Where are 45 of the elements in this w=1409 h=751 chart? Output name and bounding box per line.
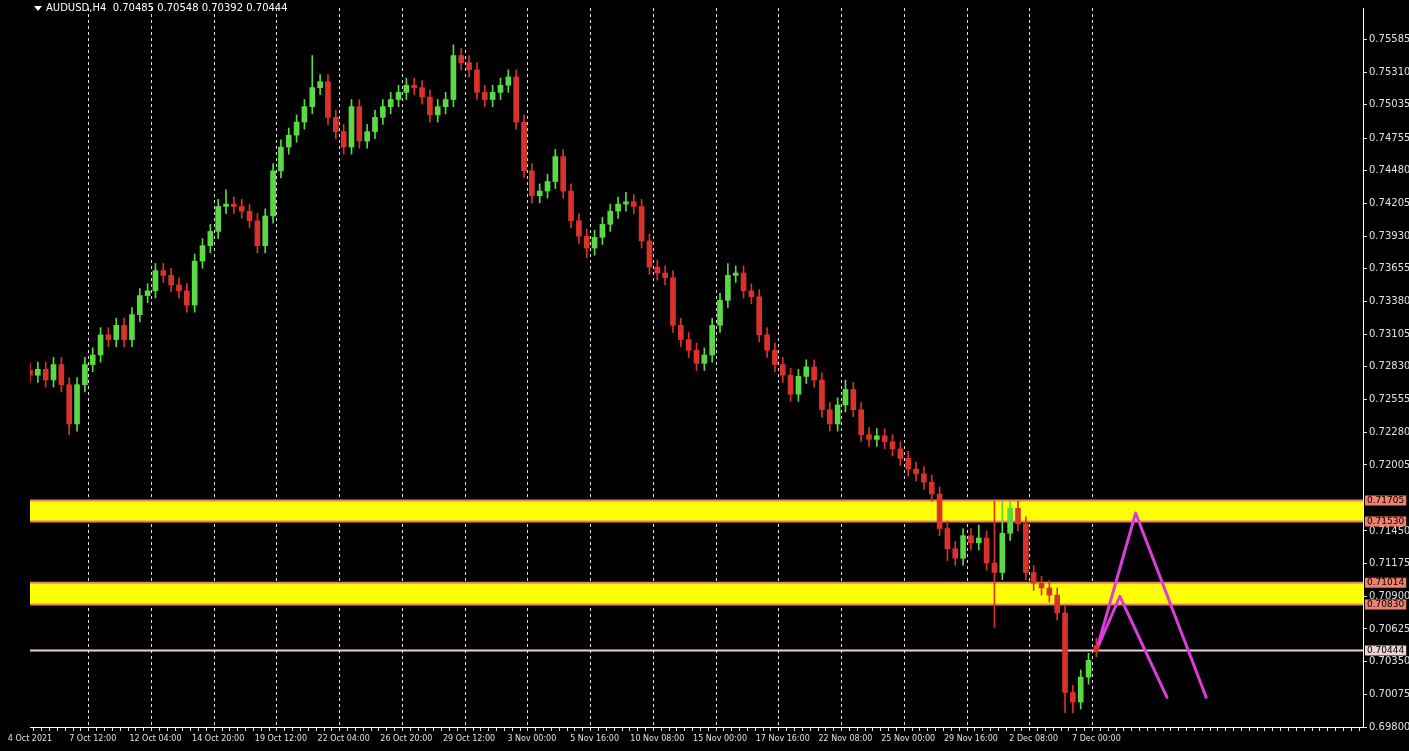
x-tick-label: 4 Oct 2021 [7,733,53,743]
x-tick-label: 7 Oct 12:00 [69,733,117,743]
x-tick-label: 10 Nov 08:00 [630,733,685,743]
y-tick-label: 0.75035 [1369,98,1409,110]
y-tick-label: 0.74480 [1369,164,1409,176]
x-tick-label: 5 Nov 16:00 [570,733,619,743]
y-tick-label: 0.73930 [1369,229,1409,241]
x-tick-label: 14 Oct 20:00 [192,733,245,743]
y-tick-label: 0.70900 [1369,589,1409,601]
ref-line-label: 0.71705 [1367,494,1405,505]
y-tick-label: 0.70350 [1369,655,1409,667]
chart-title: AUDUSD,H4 0.70485 0.70548 0.70392 0.70444 [46,2,288,13]
ref-line-label: 0.71530 [1367,515,1405,526]
y-tick-label: 0.70075 [1369,687,1409,699]
x-tick-label: 3 Nov 00:00 [507,733,557,743]
x-tick-label: 25 Nov 00:00 [881,733,936,743]
x-tick-label: 22 Oct 04:00 [317,733,370,743]
ref-line-label: 0.70444 [1367,644,1405,655]
y-tick-label: 0.73105 [1369,327,1409,339]
ref-line-label: 0.70830 [1367,598,1405,609]
y-tick-label: 0.72555 [1369,393,1409,405]
x-tick-label: 19 Oct 12:00 [254,733,307,743]
y-tick-label: 0.72830 [1369,360,1409,372]
y-tick-label: 0.70625 [1369,622,1409,634]
y-tick-label: 0.71450 [1369,524,1409,536]
ref-line-label: 0.71014 [1367,577,1405,588]
y-tick-label: 0.74205 [1369,197,1409,209]
x-tick-label: 26 Oct 20:00 [380,733,433,743]
y-tick-label: 0.75585 [1369,33,1409,45]
x-tick-label: 15 Nov 00:00 [693,733,747,743]
y-tick-label: 0.71175 [1369,557,1409,569]
y-tick-label: 0.74755 [1369,131,1409,143]
y-tick-label: 0.69800 [1369,720,1409,732]
y-tick-label: 0.72280 [1369,425,1409,437]
y-tick-label: 0.73655 [1369,262,1409,274]
y-tick-label: 0.75310 [1369,65,1409,77]
x-tick-label: 29 Nov 16:00 [943,733,998,743]
x-tick-label: 2 Dec 08:00 [1009,733,1059,743]
y-tick-label: 0.73380 [1369,295,1409,307]
y-tick-label: 0.72005 [1369,458,1409,470]
x-tick-label: 7 Dec 00:00 [1072,733,1121,743]
x-tick-label: 22 Nov 08:00 [818,733,873,743]
x-tick-label: 12 Oct 04:00 [129,733,182,743]
x-tick-label: 29 Oct 12:00 [443,733,496,743]
x-tick-label: 17 Nov 16:00 [755,733,810,743]
